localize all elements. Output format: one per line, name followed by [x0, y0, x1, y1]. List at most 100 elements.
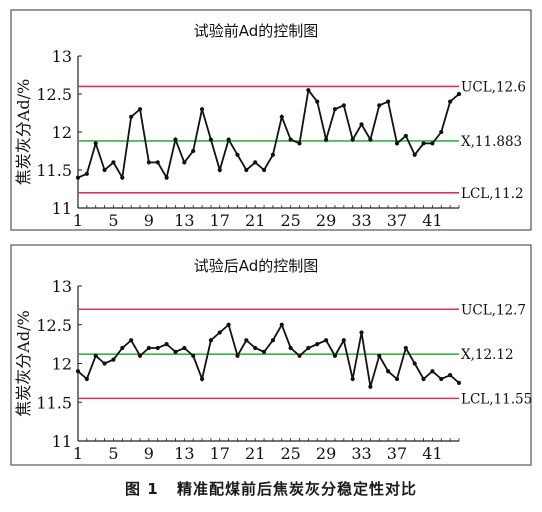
data-point: [137, 353, 143, 358]
data-point: [297, 141, 302, 146]
data-point: [226, 137, 231, 142]
x-tick-label: 1: [73, 211, 83, 230]
data-point: [191, 353, 196, 358]
data-point: [288, 137, 293, 142]
chart-1: 试验前Ad的控制图 11 11.5 12 12.5 13 1 5 9 13 17 21 25 29 33 37…: [10, 9, 532, 231]
y-axis-label: 焦炭灰分Ad/%: [14, 79, 33, 185]
data-point: [297, 353, 302, 358]
lcl-label: LCL,11.2: [461, 186, 524, 202]
x-tick-label: 5: [108, 211, 118, 230]
data-point: [137, 107, 143, 112]
data-point: [182, 345, 187, 351]
x-tick-label: 37: [387, 444, 407, 463]
data-point: [430, 141, 435, 146]
data-point: [102, 361, 107, 366]
data-point: [315, 99, 320, 104]
data-point: [421, 141, 426, 146]
x-tick-label: 41: [422, 444, 442, 463]
data-point: [146, 345, 151, 351]
data-point: [270, 152, 276, 157]
caption-number: 图 1: [125, 480, 159, 498]
data-point: [456, 91, 462, 97]
x-tick-label: 29: [316, 211, 336, 230]
data-point: [448, 373, 453, 378]
data-point: [288, 345, 293, 351]
data-point: [261, 349, 267, 354]
x-tick-label: 9: [144, 211, 154, 230]
data-point: [394, 141, 400, 146]
y-tick-label: 12: [52, 355, 72, 374]
data-point: [84, 171, 89, 176]
data-point: [111, 160, 116, 165]
data-point: [208, 137, 214, 142]
data-point: [155, 345, 160, 351]
data-point: [332, 107, 338, 112]
data-point: [279, 114, 284, 119]
data-point: [377, 353, 382, 358]
x-tick-label: 13: [174, 444, 194, 463]
center-line-label: X,12.12: [461, 347, 514, 363]
y-tick-label: 13: [52, 277, 72, 296]
data-point: [173, 349, 178, 354]
x-tick-label: 33: [351, 211, 371, 230]
data-point: [439, 129, 444, 135]
chart-title: 试验后Ad的控制图: [194, 257, 319, 275]
data-point: [102, 167, 107, 173]
data-point: [226, 322, 231, 327]
data-point: [75, 175, 81, 180]
data-point: [403, 133, 408, 138]
x-tick-label: 9: [144, 444, 154, 463]
data-point: [253, 160, 258, 165]
x-tick-label: 21: [245, 211, 265, 230]
y-tick-label: 12: [52, 123, 72, 142]
data-point: [368, 384, 373, 389]
data-point: [359, 122, 364, 127]
x-tick-label: 5: [108, 444, 118, 463]
chart-title: 试验前Ad的控制图: [194, 22, 319, 40]
data-point: [306, 88, 311, 93]
x-tick-label: 17: [210, 444, 230, 463]
x-tick-label: 37: [387, 211, 407, 230]
data-point: [279, 322, 284, 327]
y-axis-label: 焦炭灰分Ad/%: [14, 310, 33, 416]
lcl-label: LCL,11.55: [461, 391, 532, 407]
data-point: [350, 376, 355, 382]
x-tick-label: 1: [73, 444, 83, 463]
data-point: [386, 99, 391, 104]
data-point: [341, 103, 346, 108]
y-tick-label: 11.5: [36, 161, 72, 180]
series-line: [77, 88, 460, 181]
data-point: [129, 114, 134, 119]
data-point: [270, 338, 276, 343]
data-point: [386, 369, 391, 374]
data-point: [84, 376, 89, 382]
data-point: [182, 160, 187, 165]
data-point: [120, 175, 125, 180]
data-point: [377, 103, 382, 108]
data-point: [235, 353, 240, 358]
y-tick-label: 11: [52, 199, 72, 218]
data-point: [111, 357, 116, 362]
data-point: [341, 338, 346, 343]
data-point: [421, 376, 426, 382]
y-tick-label: 13: [52, 47, 72, 66]
data-point: [412, 361, 417, 366]
data-point: [439, 376, 444, 382]
data-point: [456, 380, 462, 385]
data-point: [323, 137, 329, 142]
data-point: [359, 330, 364, 335]
data-point: [191, 148, 196, 154]
y-tick-label: 11.5: [36, 393, 72, 412]
x-tick-label: 17: [210, 211, 230, 230]
ucl-label: UCL,12.6: [461, 79, 526, 95]
data-point: [332, 353, 338, 358]
data-point: [173, 137, 178, 142]
x-tick-label: 21: [245, 444, 265, 463]
data-point: [244, 338, 249, 343]
data-point: [306, 345, 311, 351]
x-tick-label: 25: [280, 211, 300, 230]
x-tick-label: 13: [174, 211, 194, 230]
data-point: [155, 160, 160, 165]
x-tick-label: 29: [316, 444, 336, 463]
